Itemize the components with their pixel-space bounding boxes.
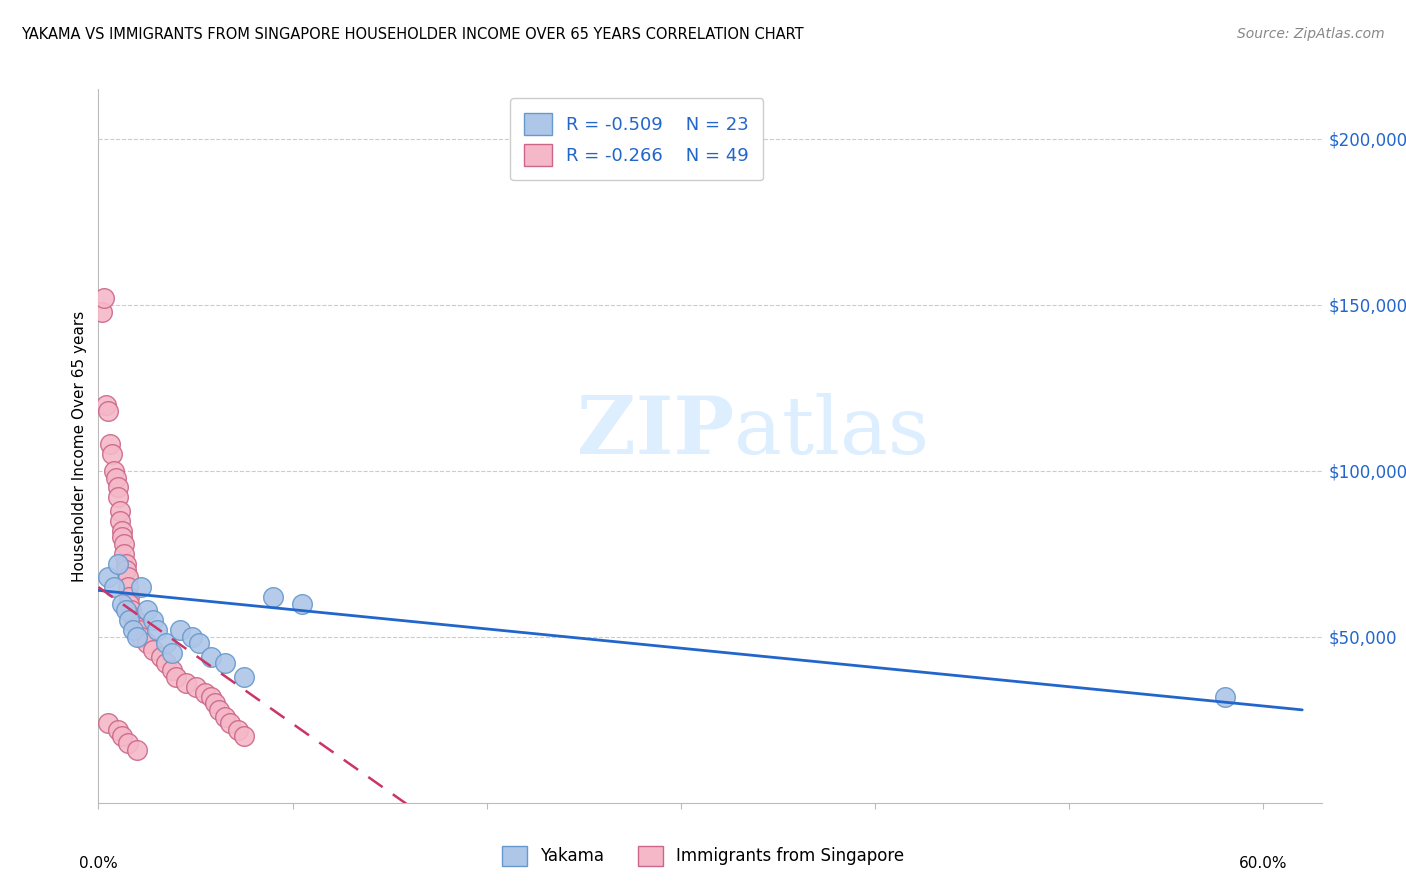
Text: ZIP: ZIP [578, 392, 734, 471]
Point [160, 663, 183, 677]
Point [107, 557, 129, 571]
Point [117, 736, 139, 750]
Point [155, 657, 177, 671]
Point [129, 580, 152, 594]
Point [233, 670, 256, 684]
Point [111, 530, 134, 544]
Point [98, 437, 121, 451]
Text: 0.0%: 0.0% [79, 856, 118, 871]
Point [112, 547, 135, 561]
Point [142, 613, 165, 627]
Point [118, 590, 141, 604]
Point [124, 613, 146, 627]
Text: 60.0%: 60.0% [1239, 856, 1288, 871]
Point [107, 481, 129, 495]
Point [155, 636, 177, 650]
Point [142, 643, 165, 657]
Legend: R = -0.509    N = 23, R = -0.266    N = 49: R = -0.509 N = 23, R = -0.266 N = 49 [510, 98, 763, 180]
Point [1213, 690, 1236, 704]
Point [111, 730, 134, 744]
Point [127, 620, 149, 634]
Point [103, 580, 125, 594]
Point [180, 630, 202, 644]
Point [122, 624, 145, 638]
Point [174, 676, 197, 690]
Point [114, 603, 136, 617]
Point [160, 647, 183, 661]
Point [107, 491, 129, 505]
Point [214, 657, 236, 671]
Point [200, 649, 222, 664]
Point [97, 404, 120, 418]
Point [111, 524, 134, 538]
Point [96, 397, 118, 411]
Point [127, 630, 149, 644]
Point [208, 703, 231, 717]
Point [291, 597, 314, 611]
Point [145, 624, 167, 638]
Point [149, 649, 172, 664]
Point [169, 624, 191, 638]
Point [136, 636, 159, 650]
Point [114, 564, 136, 578]
Point [104, 470, 127, 484]
Point [129, 630, 152, 644]
Point [114, 557, 136, 571]
Point [97, 570, 120, 584]
Point [97, 716, 120, 731]
Y-axis label: Householder Income Over 65 years: Householder Income Over 65 years [72, 310, 87, 582]
Point [262, 590, 284, 604]
Point [103, 464, 125, 478]
Point [118, 597, 141, 611]
Point [184, 680, 207, 694]
Point [117, 580, 139, 594]
Text: Source: ZipAtlas.com: Source: ZipAtlas.com [1237, 27, 1385, 41]
Point [233, 730, 256, 744]
Point [226, 723, 249, 737]
Point [108, 504, 131, 518]
Point [214, 709, 236, 723]
Point [93, 291, 115, 305]
Point [204, 696, 226, 710]
Text: atlas: atlas [734, 392, 929, 471]
Point [108, 514, 131, 528]
Point [101, 447, 124, 461]
Point [111, 597, 134, 611]
Legend: Yakama, Immigrants from Singapore: Yakama, Immigrants from Singapore [489, 832, 917, 880]
Point [118, 613, 141, 627]
Text: YAKAMA VS IMMIGRANTS FROM SINGAPORE HOUSEHOLDER INCOME OVER 65 YEARS CORRELATION: YAKAMA VS IMMIGRANTS FROM SINGAPORE HOUS… [21, 27, 804, 42]
Point [200, 690, 222, 704]
Point [112, 537, 135, 551]
Point [91, 304, 114, 318]
Point [219, 716, 242, 731]
Point [136, 603, 159, 617]
Point [194, 686, 217, 700]
Point [122, 610, 145, 624]
Point [188, 636, 211, 650]
Point [117, 570, 139, 584]
Point [120, 603, 142, 617]
Point [128, 624, 150, 638]
Point [107, 723, 129, 737]
Point [165, 670, 187, 684]
Point [127, 742, 149, 756]
